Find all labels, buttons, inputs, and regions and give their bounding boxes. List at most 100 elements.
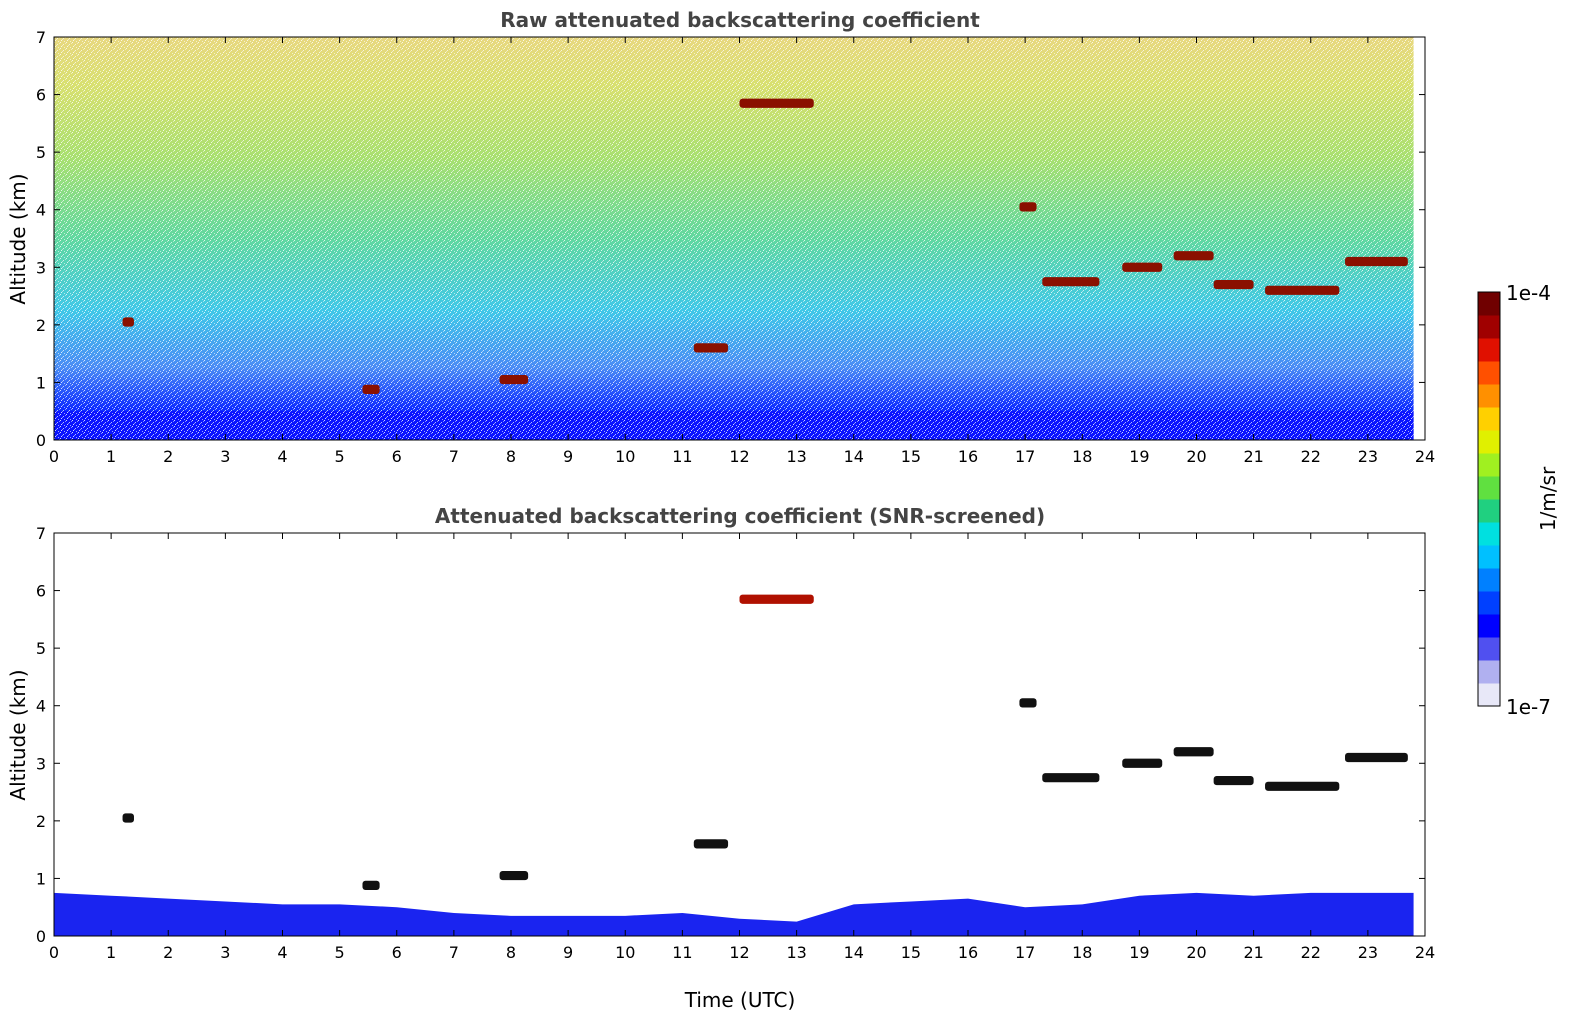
x-tick-label: 7 xyxy=(449,447,459,466)
x-tick-label: 9 xyxy=(563,943,573,962)
y-tick-label: 6 xyxy=(36,582,46,601)
x-tick-label: 0 xyxy=(49,943,59,962)
raw-backscatter-panel: Raw attenuated backscattering coefficien… xyxy=(6,8,1435,466)
cloud-feature xyxy=(1265,285,1340,295)
x-tick-label: 8 xyxy=(506,447,516,466)
x-tick-label: 13 xyxy=(786,943,806,962)
x-tick-label: 11 xyxy=(672,447,692,466)
cloud-feature xyxy=(1173,747,1214,757)
x-tick-label: 23 xyxy=(1358,943,1378,962)
colorbar-segment xyxy=(1478,476,1500,500)
colorbar-max-label: 1e-4 xyxy=(1506,281,1551,305)
cloud-feature xyxy=(1173,251,1214,261)
plot-area xyxy=(53,532,1426,937)
colorbar-segment xyxy=(1478,338,1500,362)
colorbar-min-label: 1e-7 xyxy=(1506,695,1551,719)
colorbar-segment xyxy=(1478,545,1500,569)
y-axis: 0 1 2 3 4 5 6 7 xyxy=(36,524,1425,946)
cloud-feature xyxy=(1345,752,1408,763)
y-tick-label: 3 xyxy=(36,258,46,277)
x-tick-label: 5 xyxy=(335,447,345,466)
x-tick-label: 2 xyxy=(163,447,173,466)
x-tick-label: 5 xyxy=(335,943,345,962)
cloud-feature xyxy=(739,594,814,604)
x-tick-label: 1 xyxy=(106,447,116,466)
cloud-feature xyxy=(122,317,134,327)
x-tick-label: 10 xyxy=(615,943,635,962)
x-tick-label: 7 xyxy=(449,943,459,962)
x-tick-label: 21 xyxy=(1243,447,1263,466)
cloud-feature xyxy=(1122,262,1163,272)
y-tick-label: 1 xyxy=(36,373,46,392)
x-tick-label: 19 xyxy=(1129,943,1149,962)
cloud-feature xyxy=(693,839,729,849)
x-tick-label: 22 xyxy=(1301,447,1321,466)
y-tick-label: 5 xyxy=(36,639,46,658)
x-tick-label: 8 xyxy=(506,943,516,962)
x-tick-label: 18 xyxy=(1072,943,1092,962)
x-tick-label: 16 xyxy=(958,447,978,466)
colorbar-segment xyxy=(1478,453,1500,477)
x-tick-label: 3 xyxy=(220,447,230,466)
colorbar-segment xyxy=(1478,637,1500,661)
colorbar-segment xyxy=(1478,407,1500,431)
x-tick-label: 4 xyxy=(277,447,287,466)
cloud-feature xyxy=(362,384,380,394)
chart-title: Raw attenuated backscattering coefficien… xyxy=(500,8,980,32)
y-tick-label: 5 xyxy=(36,143,46,162)
y-tick-label: 0 xyxy=(36,431,46,450)
x-tick-label: 10 xyxy=(615,447,635,466)
cloud-feature xyxy=(122,813,134,823)
y-axis-label: Altitude (km) xyxy=(6,669,30,800)
cloud-feature xyxy=(1042,277,1100,287)
x-tick-label: 15 xyxy=(901,447,921,466)
colorbar-segment xyxy=(1478,430,1500,454)
colorbar-segment xyxy=(1478,660,1500,684)
x-tick-label: 20 xyxy=(1186,447,1206,466)
x-axis-label: Time (UTC) xyxy=(684,988,796,1012)
cloud-feature xyxy=(739,98,814,108)
x-tick-label: 9 xyxy=(563,447,573,466)
x-tick-label: 2 xyxy=(163,943,173,962)
x-axis: 0 1 2 3 4 5 6 7 8 9 10 11 12 13 14 15 16 17 18 19 20 21 22 23 24 xyxy=(49,533,1435,962)
colorbar-segment xyxy=(1478,384,1500,408)
x-tick-label: 21 xyxy=(1243,943,1263,962)
x-tick-label: 11 xyxy=(672,943,692,962)
cloud-feature xyxy=(1122,758,1163,768)
cloud-feature xyxy=(1345,256,1408,267)
cloud-feature xyxy=(499,870,529,881)
x-tick-label: 13 xyxy=(786,447,806,466)
y-tick-label: 4 xyxy=(36,201,46,220)
y-tick-label: 1 xyxy=(36,869,46,888)
y-tick-label: 7 xyxy=(36,28,46,47)
y-tick-label: 7 xyxy=(36,524,46,543)
y-tick-label: 3 xyxy=(36,754,46,773)
x-tick-label: 24 xyxy=(1415,447,1435,466)
x-tick-label: 14 xyxy=(844,943,864,962)
colorbar: 1e-4 1e-7 1/m/sr xyxy=(1477,281,1560,719)
colorbar-segment xyxy=(1478,522,1500,546)
x-tick-label: 0 xyxy=(49,447,59,466)
cloud-feature xyxy=(1042,773,1100,783)
colorbar-frame xyxy=(1477,291,1501,707)
cloud-feature xyxy=(499,374,529,385)
y-tick-label: 2 xyxy=(36,812,46,831)
plot-frame xyxy=(53,532,1426,937)
x-tick-label: 22 xyxy=(1301,943,1321,962)
x-tick-label: 14 xyxy=(844,447,864,466)
cloud-feature xyxy=(693,343,729,353)
y-axis-label: Altitude (km) xyxy=(6,173,30,304)
y-axis: 0 1 2 3 4 5 6 7 xyxy=(36,28,1425,450)
chart-title: Attenuated backscattering coefficient (S… xyxy=(435,504,1045,528)
boundary-layer xyxy=(54,892,1414,936)
x-tick-label: 3 xyxy=(220,943,230,962)
y-tick-label: 0 xyxy=(36,927,46,946)
cloud-feature xyxy=(1213,775,1254,786)
colorbar-segment xyxy=(1478,683,1500,707)
colorbar-segment xyxy=(1478,568,1500,592)
cloud-feature xyxy=(1265,781,1340,791)
y-tick-label: 4 xyxy=(36,697,46,716)
colorbar-segment xyxy=(1478,499,1500,523)
colorbar-scale xyxy=(1478,292,1500,707)
